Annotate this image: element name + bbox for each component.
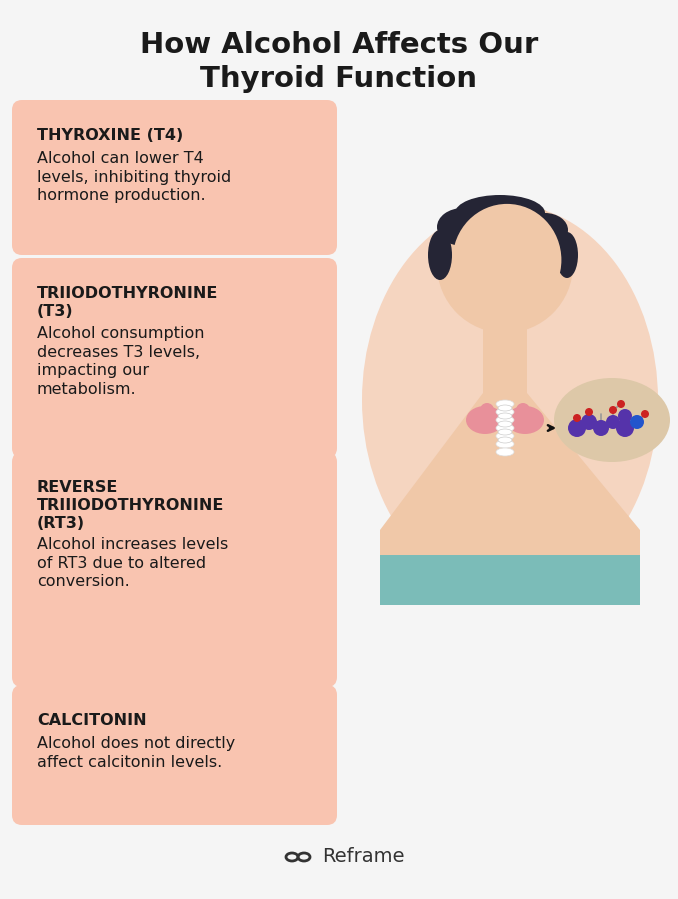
Ellipse shape (498, 437, 512, 443)
Text: CALCITONIN: CALCITONIN (37, 713, 146, 728)
Text: How Alcohol Affects Our
Thyroid Function: How Alcohol Affects Our Thyroid Function (140, 31, 538, 93)
Ellipse shape (362, 205, 658, 595)
Text: TRIIODOTHYRONINE
(T3): TRIIODOTHYRONINE (T3) (37, 286, 218, 319)
Circle shape (573, 414, 581, 422)
Ellipse shape (556, 232, 578, 278)
Text: Alcohol does not directly
affect calcitonin levels.: Alcohol does not directly affect calcito… (37, 736, 235, 770)
Circle shape (490, 415, 504, 429)
Ellipse shape (496, 432, 514, 440)
Text: REVERSE
TRIIIODOTHYRONINE
(RT3): REVERSE TRIIIODOTHYRONINE (RT3) (37, 480, 224, 531)
Polygon shape (380, 555, 640, 605)
Polygon shape (487, 388, 523, 433)
Circle shape (525, 410, 541, 426)
Circle shape (617, 400, 625, 408)
Text: THYROXINE (T4): THYROXINE (T4) (37, 128, 183, 143)
Circle shape (581, 414, 597, 430)
Circle shape (480, 403, 494, 417)
Ellipse shape (506, 406, 544, 434)
Circle shape (630, 415, 644, 429)
Ellipse shape (498, 429, 512, 435)
Ellipse shape (428, 230, 452, 280)
Circle shape (585, 408, 593, 416)
Polygon shape (380, 393, 640, 600)
Ellipse shape (498, 421, 512, 427)
Circle shape (437, 197, 573, 333)
Ellipse shape (466, 406, 504, 434)
FancyBboxPatch shape (12, 258, 337, 458)
Circle shape (616, 419, 634, 437)
FancyBboxPatch shape (12, 685, 337, 825)
Circle shape (568, 419, 586, 437)
Bar (483, 323, 527, 395)
Ellipse shape (522, 213, 568, 247)
Circle shape (469, 410, 485, 426)
Ellipse shape (453, 204, 561, 316)
Ellipse shape (455, 195, 545, 231)
Circle shape (618, 409, 632, 423)
Ellipse shape (554, 378, 670, 462)
Text: Alcohol can lower T4
levels, inhibiting thyroid
hormone production.: Alcohol can lower T4 levels, inhibiting … (37, 151, 231, 203)
Circle shape (593, 420, 609, 436)
Ellipse shape (496, 424, 514, 432)
Ellipse shape (437, 208, 489, 246)
Ellipse shape (496, 416, 514, 424)
Ellipse shape (496, 408, 514, 416)
Text: Alcohol consumption
decreases T3 levels,
impacting our
metabolism.: Alcohol consumption decreases T3 levels,… (37, 326, 205, 396)
Circle shape (609, 406, 617, 414)
FancyBboxPatch shape (12, 100, 337, 255)
Text: Alcohol increases levels
of RT3 due to altered
conversion.: Alcohol increases levels of RT3 due to a… (37, 537, 228, 589)
Circle shape (641, 410, 649, 418)
FancyBboxPatch shape (12, 452, 337, 687)
Circle shape (606, 415, 620, 429)
Ellipse shape (496, 448, 514, 456)
Circle shape (506, 415, 520, 429)
Ellipse shape (498, 413, 512, 419)
Circle shape (516, 403, 530, 417)
Ellipse shape (496, 400, 514, 408)
Ellipse shape (496, 440, 514, 448)
Text: Reframe: Reframe (322, 848, 405, 867)
Ellipse shape (498, 405, 512, 411)
